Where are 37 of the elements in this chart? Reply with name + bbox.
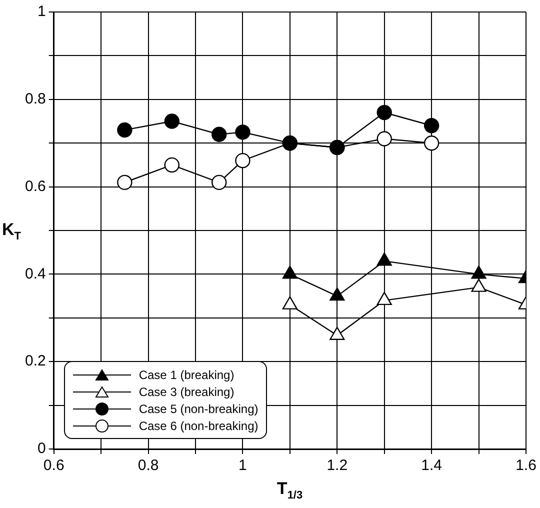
x-tick-label: 1.2 — [326, 457, 348, 474]
y-tick-label: 1 — [38, 3, 46, 20]
point — [117, 174, 132, 190]
point — [164, 114, 180, 129]
legend-label: Case 3 (breaking) — [138, 384, 234, 398]
legend-label: Case 6 (non-breaking) — [138, 418, 258, 432]
y-tick-label: 0.6 — [24, 178, 46, 195]
y-tick-label: 0.4 — [24, 265, 46, 282]
point — [424, 136, 440, 151]
point — [471, 266, 486, 279]
x-tick-label: 1.4 — [421, 457, 442, 474]
y-axis-title: K$_{T}$ — [2, 220, 22, 242]
point — [330, 326, 345, 340]
point — [424, 118, 440, 134]
x-tick-label: 1 — [238, 457, 247, 474]
point — [212, 126, 227, 142]
legend-label: Case 1 (breaking) — [138, 368, 234, 382]
point — [376, 292, 392, 306]
point — [212, 174, 227, 190]
point — [235, 152, 250, 168]
point — [164, 157, 180, 173]
point — [376, 104, 392, 120]
point — [471, 278, 486, 292]
point — [282, 296, 298, 310]
x-tick-label: 1.6 — [516, 457, 536, 474]
x-axis-title: T$_{1/3}$ — [276, 479, 303, 502]
x-tick-label: 0.8 — [138, 457, 159, 474]
point — [330, 287, 345, 301]
point — [235, 124, 250, 140]
point — [376, 252, 392, 266]
y-tick-label: 0.2 — [24, 352, 46, 370]
legend-label: Case 5 (non-breaking) — [138, 402, 258, 416]
point — [117, 122, 132, 138]
y-tick-label: 0 — [38, 440, 46, 458]
point — [376, 131, 392, 146]
point — [282, 266, 298, 279]
y-tick-label: 0.8 — [24, 90, 46, 108]
